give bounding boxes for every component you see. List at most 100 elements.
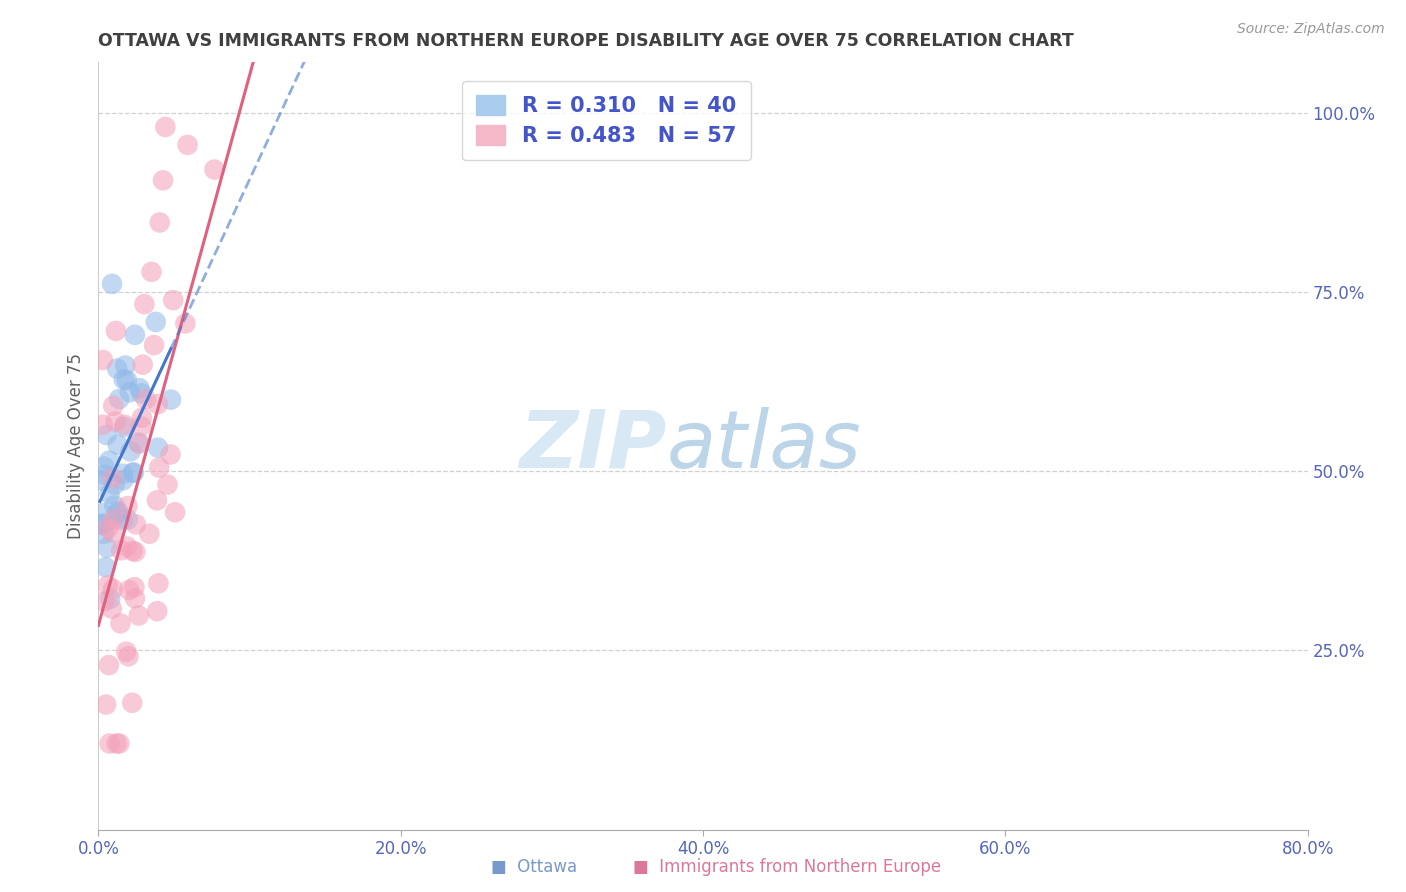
Point bbox=[111, 513, 134, 527]
Point bbox=[114, 417, 136, 432]
Point bbox=[159, 447, 181, 461]
Point bbox=[103, 499, 125, 513]
Point bbox=[97, 578, 120, 592]
Point bbox=[94, 467, 117, 482]
Point bbox=[148, 576, 170, 591]
Point bbox=[117, 649, 139, 664]
Point bbox=[122, 466, 145, 480]
Point bbox=[148, 460, 170, 475]
Point bbox=[146, 604, 169, 618]
Point bbox=[103, 399, 125, 413]
Point bbox=[96, 541, 118, 555]
Point bbox=[128, 608, 150, 623]
Point bbox=[112, 372, 135, 386]
Point bbox=[108, 737, 131, 751]
Point bbox=[124, 545, 146, 559]
Point bbox=[94, 560, 117, 574]
Point bbox=[101, 277, 124, 291]
Point bbox=[128, 381, 150, 395]
Point bbox=[98, 737, 121, 751]
Text: ZIP: ZIP bbox=[519, 407, 666, 485]
Point bbox=[174, 317, 197, 331]
Text: Source: ZipAtlas.com: Source: ZipAtlas.com bbox=[1237, 22, 1385, 37]
Point bbox=[125, 517, 148, 532]
Point bbox=[93, 526, 115, 541]
Point bbox=[135, 392, 157, 406]
Point bbox=[107, 504, 129, 518]
Point bbox=[124, 580, 146, 594]
Point bbox=[107, 438, 129, 452]
Point bbox=[98, 453, 121, 467]
Point bbox=[165, 505, 187, 519]
Point bbox=[155, 120, 177, 134]
Y-axis label: Disability Age Over 75: Disability Age Over 75 bbox=[66, 353, 84, 539]
Point bbox=[93, 459, 115, 474]
Point bbox=[121, 466, 143, 480]
Point bbox=[91, 417, 114, 432]
Point bbox=[124, 327, 146, 342]
Point bbox=[115, 645, 138, 659]
Text: OTTAWA VS IMMIGRANTS FROM NORTHERN EUROPE DISABILITY AGE OVER 75 CORRELATION CHA: OTTAWA VS IMMIGRANTS FROM NORTHERN EUROP… bbox=[98, 32, 1074, 50]
Point bbox=[131, 410, 153, 425]
Point bbox=[160, 392, 183, 407]
Point bbox=[138, 526, 160, 541]
Point bbox=[110, 616, 132, 631]
Point bbox=[112, 420, 135, 434]
Point bbox=[98, 487, 121, 501]
Point bbox=[108, 392, 131, 406]
Point bbox=[146, 397, 169, 411]
Text: ■  Immigrants from Northern Europe: ■ Immigrants from Northern Europe bbox=[633, 858, 942, 876]
Point bbox=[117, 499, 139, 513]
Point bbox=[90, 474, 112, 488]
Point bbox=[146, 441, 169, 455]
Point bbox=[105, 737, 128, 751]
Point bbox=[96, 428, 118, 442]
Point bbox=[124, 591, 146, 606]
Point bbox=[114, 359, 136, 373]
Legend: R = 0.310   N = 40, R = 0.483   N = 57: R = 0.310 N = 40, R = 0.483 N = 57 bbox=[461, 80, 751, 161]
Point bbox=[120, 444, 142, 458]
Point bbox=[128, 435, 150, 450]
Point bbox=[111, 467, 134, 481]
Point bbox=[100, 601, 122, 615]
Point bbox=[104, 324, 127, 338]
Point bbox=[112, 473, 135, 487]
Point bbox=[97, 521, 120, 535]
Point bbox=[131, 386, 153, 401]
Point bbox=[141, 265, 163, 279]
Point bbox=[101, 525, 124, 540]
Point bbox=[156, 477, 179, 491]
Point bbox=[115, 540, 138, 554]
Point bbox=[90, 517, 112, 532]
Point bbox=[132, 358, 155, 372]
Text: atlas: atlas bbox=[666, 407, 862, 485]
Point bbox=[152, 173, 174, 187]
Point bbox=[134, 297, 156, 311]
Point bbox=[129, 419, 152, 434]
Point bbox=[117, 513, 139, 527]
Point bbox=[104, 415, 127, 429]
Point bbox=[97, 658, 120, 673]
Point bbox=[121, 544, 143, 558]
Point bbox=[118, 385, 141, 400]
Point bbox=[110, 543, 132, 558]
Point bbox=[162, 293, 184, 308]
Text: ■  Ottawa: ■ Ottawa bbox=[491, 858, 578, 876]
Point bbox=[101, 582, 124, 596]
Point bbox=[118, 582, 141, 597]
Point bbox=[107, 506, 129, 520]
Point bbox=[115, 373, 138, 387]
Point bbox=[93, 516, 115, 531]
Point bbox=[91, 506, 114, 520]
Point bbox=[204, 162, 226, 177]
Point bbox=[104, 477, 127, 491]
Point bbox=[93, 594, 115, 608]
Point bbox=[176, 137, 198, 152]
Point bbox=[128, 437, 150, 451]
Point bbox=[94, 698, 117, 712]
Point bbox=[91, 353, 114, 368]
Point bbox=[149, 215, 172, 229]
Point bbox=[121, 696, 143, 710]
Point bbox=[101, 471, 124, 485]
Point bbox=[146, 493, 169, 508]
